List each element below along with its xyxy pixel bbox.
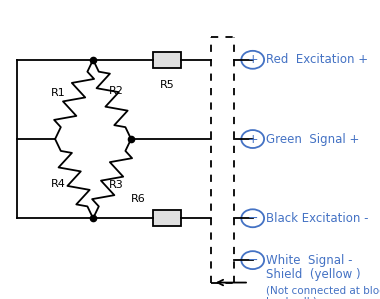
Text: R2: R2 (109, 86, 124, 96)
Text: R3: R3 (109, 180, 124, 190)
Text: Black Excitation -: Black Excitation - (266, 212, 369, 225)
Text: R6: R6 (131, 194, 145, 204)
Text: R1: R1 (51, 88, 65, 98)
Bar (153, 210, 182, 227)
Text: (Not connected at block of: (Not connected at block of (266, 286, 380, 295)
Text: White  Signal -: White Signal - (266, 254, 353, 267)
Text: +: + (247, 132, 258, 146)
Text: Shield  (yellow ): Shield (yellow ) (266, 268, 361, 281)
Text: R4: R4 (51, 179, 66, 189)
Text: −: − (247, 254, 258, 267)
Bar (153, 51, 182, 68)
Text: Green  Signal +: Green Signal + (266, 132, 359, 146)
Text: Red  Excitation +: Red Excitation + (266, 53, 368, 66)
Text: load cell ): load cell ) (266, 297, 317, 299)
Text: −: − (247, 212, 258, 225)
Text: R5: R5 (160, 80, 174, 90)
Text: +: + (247, 53, 258, 66)
